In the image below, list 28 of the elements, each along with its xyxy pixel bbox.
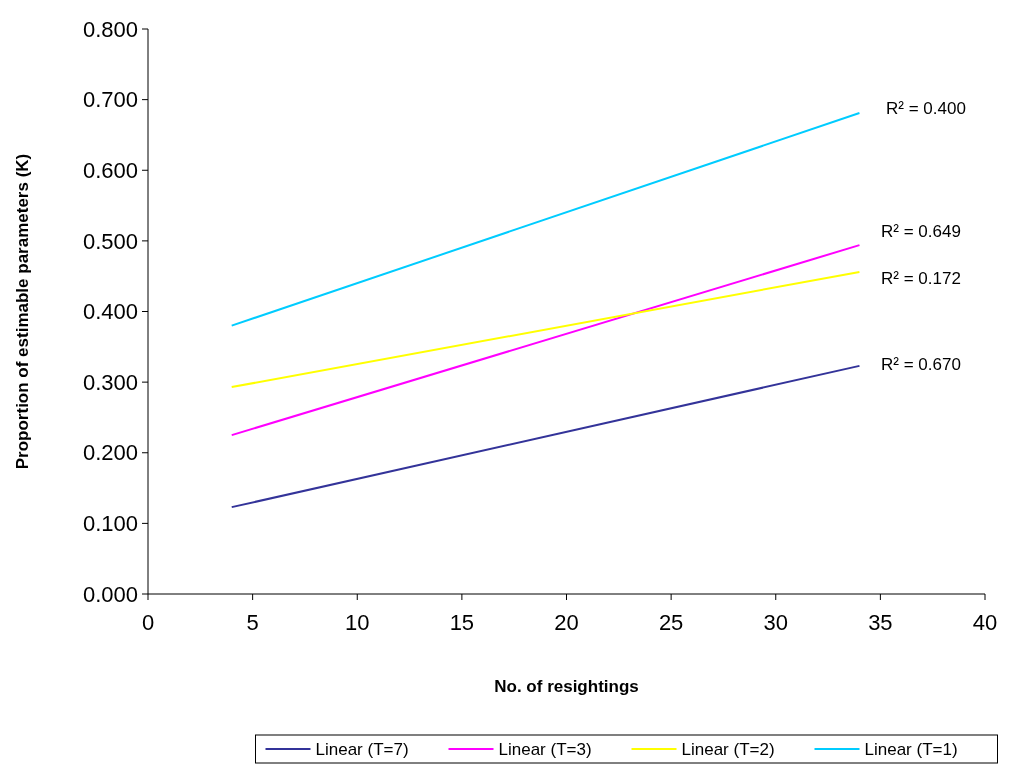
x-axis-title: No. of resightings xyxy=(494,677,639,696)
y-tick-label: 0.800 xyxy=(82,16,138,42)
x-tick-label: 15 xyxy=(449,610,475,635)
x-tick-label: 0 xyxy=(141,610,155,635)
legend-label: Linear (T=3) xyxy=(498,739,592,759)
annotation: R² = 0.649 xyxy=(881,221,961,241)
x-tick-label: 5 xyxy=(246,610,259,635)
y-tick-label: 0.300 xyxy=(82,369,138,395)
x-tick-label: 35 xyxy=(868,610,893,635)
y-tick-label: 0.100 xyxy=(82,511,138,537)
y-tick-label: 0.400 xyxy=(82,299,138,325)
legend-label: Linear (T=1) xyxy=(864,739,958,759)
annotation: R² = 0.670 xyxy=(881,354,961,374)
legend-label: Linear (T=2) xyxy=(681,739,775,759)
x-tick-label: 40 xyxy=(972,610,998,635)
annotation: R² = 0.400 xyxy=(886,98,966,118)
x-tick-label: 25 xyxy=(658,610,684,635)
y-tick-label: 0.600 xyxy=(82,157,138,183)
x-tick-label: 10 xyxy=(345,610,370,635)
annotation: R² = 0.172 xyxy=(881,268,961,288)
y-tick-label: 0.700 xyxy=(82,87,138,113)
x-tick-label: 30 xyxy=(763,610,788,635)
legend-label: Linear (T=7) xyxy=(315,739,409,759)
x-tick-label: 20 xyxy=(554,610,579,635)
y-tick-label: 0.200 xyxy=(82,440,138,466)
y-tick-label: 0.500 xyxy=(82,228,138,254)
y-axis-title: Proportion of estimable parameters (K) xyxy=(13,153,32,470)
y-tick-label: 0.000 xyxy=(82,581,138,607)
